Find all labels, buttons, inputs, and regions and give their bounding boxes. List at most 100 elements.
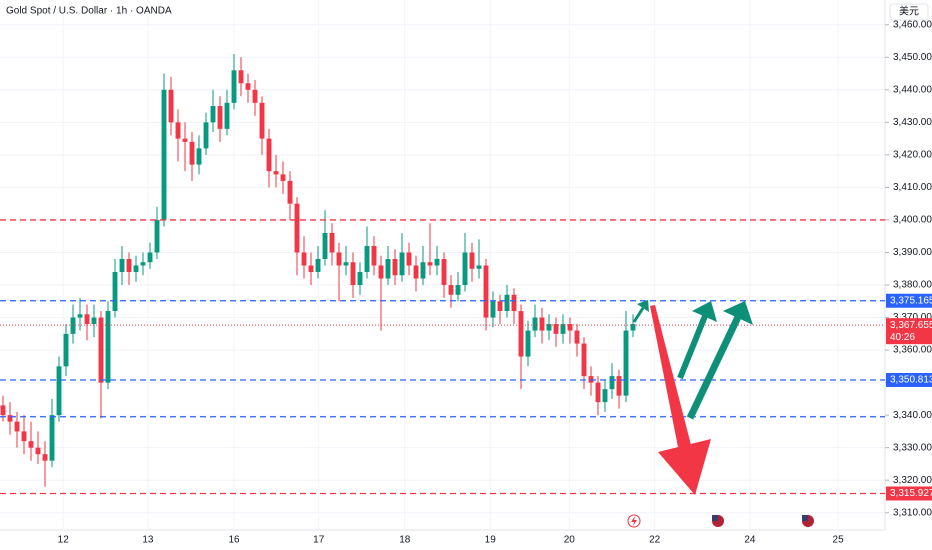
y-tick-label: 3,430.000 bbox=[893, 117, 932, 128]
candle-body bbox=[476, 265, 482, 269]
arrow-shaft bbox=[632, 307, 645, 323]
candle-body bbox=[322, 232, 328, 259]
candle-body bbox=[280, 174, 286, 181]
candle-body bbox=[161, 89, 167, 220]
candle-body bbox=[49, 415, 55, 461]
candle-body bbox=[133, 265, 139, 272]
level-label: 3,375.165 bbox=[890, 295, 932, 306]
candle-body bbox=[154, 219, 160, 253]
candle-body bbox=[266, 138, 272, 172]
candle-body bbox=[595, 382, 601, 403]
candle-body bbox=[231, 70, 237, 103]
candle-body bbox=[364, 245, 370, 272]
candle-body bbox=[14, 421, 20, 432]
y-tick-label: 3,390.000 bbox=[893, 247, 932, 258]
candle-body bbox=[203, 122, 209, 149]
candle-body bbox=[420, 262, 426, 279]
x-tick-label: 22 bbox=[649, 535, 661, 546]
candle-body bbox=[567, 324, 573, 331]
y-tick-label: 3,380.000 bbox=[893, 280, 932, 291]
candle-body bbox=[224, 102, 230, 129]
candle-body bbox=[609, 376, 615, 390]
candle-body bbox=[448, 285, 454, 295]
candle-body bbox=[91, 317, 97, 325]
candle-body bbox=[371, 245, 377, 266]
x-tick-label: 12 bbox=[58, 535, 70, 546]
candle-body bbox=[623, 330, 629, 396]
y-tick-label: 3,420.000 bbox=[893, 150, 932, 161]
candle-body bbox=[21, 431, 27, 442]
candle-body bbox=[497, 301, 503, 312]
candle-body bbox=[581, 343, 587, 377]
candle-body bbox=[392, 258, 398, 276]
currency-label: 美元 bbox=[899, 5, 919, 18]
candle-body bbox=[105, 311, 111, 383]
y-tick-label: 3,440.000 bbox=[893, 84, 932, 95]
candle-body bbox=[343, 262, 349, 266]
candle-body bbox=[7, 415, 13, 422]
candle-body bbox=[84, 314, 90, 325]
candle-body bbox=[413, 265, 419, 279]
candle-body bbox=[336, 252, 342, 266]
candle-body bbox=[0, 405, 6, 416]
y-tick-label: 3,340.000 bbox=[893, 410, 932, 421]
y-tick-label: 3,360.000 bbox=[893, 345, 932, 356]
candle-body bbox=[630, 324, 636, 331]
candle-body bbox=[217, 106, 223, 129]
candle-body bbox=[112, 271, 118, 312]
candle-body bbox=[455, 285, 461, 295]
candle-body bbox=[357, 271, 363, 286]
x-tick-label: 16 bbox=[228, 535, 240, 546]
candle-body bbox=[462, 252, 468, 286]
candle-body bbox=[399, 252, 405, 276]
y-tick-label: 3,320.000 bbox=[893, 475, 932, 486]
y-tick-label: 3,400.000 bbox=[893, 215, 932, 226]
candle-body bbox=[98, 317, 104, 383]
candle-body bbox=[273, 171, 279, 175]
candle-body bbox=[560, 324, 566, 334]
level-label: 3,350.813 bbox=[890, 375, 932, 386]
candle-body bbox=[63, 333, 69, 367]
candle-body bbox=[182, 138, 188, 142]
candle-body bbox=[434, 258, 440, 266]
candle-body bbox=[539, 317, 545, 331]
level-label-box bbox=[886, 293, 932, 308]
candle-body bbox=[42, 454, 48, 461]
currency-button[interactable] bbox=[889, 3, 929, 21]
candle-body bbox=[525, 330, 531, 357]
arrow-head bbox=[658, 439, 711, 495]
event-icons bbox=[627, 514, 814, 528]
candle-body bbox=[294, 203, 300, 253]
candle-body bbox=[329, 232, 335, 253]
candle-body bbox=[518, 311, 524, 357]
candle-body bbox=[259, 102, 265, 139]
level-label-box bbox=[886, 372, 932, 387]
candle-body bbox=[553, 324, 559, 334]
candle-body bbox=[490, 301, 496, 318]
level-label: 3,315.927 bbox=[890, 488, 932, 499]
candle-body bbox=[35, 447, 41, 455]
candle-body bbox=[602, 389, 608, 403]
candle-body bbox=[385, 258, 391, 279]
y-tick-label: 3,310.000 bbox=[893, 507, 932, 518]
candle-body bbox=[378, 265, 384, 279]
candle-body bbox=[287, 180, 293, 204]
arrow-shaft bbox=[650, 305, 691, 447]
candle-body bbox=[70, 317, 76, 334]
y-tick-label: 3,410.000 bbox=[893, 182, 932, 193]
y-tick-label: 3,330.000 bbox=[893, 442, 932, 453]
price-countdown: 40:26 bbox=[890, 332, 915, 343]
candle-body bbox=[315, 258, 321, 272]
candle-body bbox=[77, 314, 83, 318]
candle-body bbox=[504, 294, 510, 312]
candle-body bbox=[56, 366, 62, 416]
price-label-box bbox=[886, 318, 932, 345]
candle-body bbox=[210, 106, 216, 123]
y-tick-label: 3,370.000 bbox=[893, 312, 932, 323]
annotation-arrows bbox=[632, 300, 753, 495]
candle-body bbox=[616, 376, 622, 396]
x-tick-label: 24 bbox=[744, 535, 756, 546]
x-tick-label: 19 bbox=[485, 535, 497, 546]
